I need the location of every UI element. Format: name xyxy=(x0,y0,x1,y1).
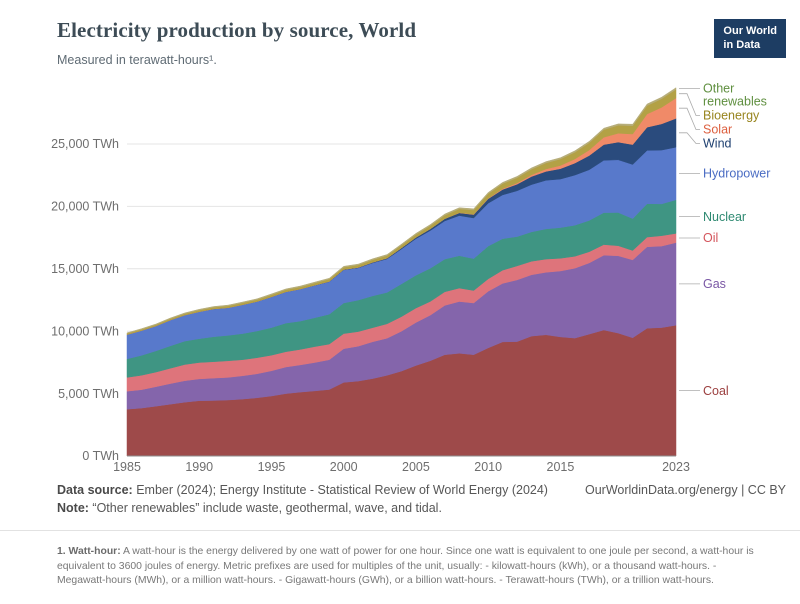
page-title: Electricity production by source, World xyxy=(57,18,417,42)
x-tick-label: 2023 xyxy=(662,460,690,472)
y-tick-label: 15,000 TWh xyxy=(51,262,119,276)
y-tick-label: 20,000 TWh xyxy=(51,200,119,214)
chart-subtitle: Measured in terawatt-hours¹. xyxy=(57,53,217,67)
x-tick-label: 1985 xyxy=(113,460,141,472)
y-tick-label: 25,000 TWh xyxy=(51,137,119,151)
x-tick-label: 1995 xyxy=(258,460,286,472)
note-label: Note: xyxy=(57,501,89,515)
note-text: “Other renewables” include waste, geothe… xyxy=(88,501,442,515)
attribution-link[interactable]: OurWorldinData.org/energy | CC BY xyxy=(584,483,786,497)
legend-label-bioenergy[interactable]: Bioenergy xyxy=(703,109,760,123)
legend-label-hydropower[interactable]: Hydropower xyxy=(703,167,770,181)
x-tick-label: 1990 xyxy=(185,460,213,472)
y-tick-label: 0 TWh xyxy=(82,449,119,463)
y-tick-label: 5,000 TWh xyxy=(58,387,119,401)
data-source-text: Ember (2024); Energy Institute - Statist… xyxy=(132,483,548,497)
legend-label-gas[interactable]: Gas xyxy=(703,277,726,291)
divider xyxy=(0,530,800,531)
note-line: Note: “Other renewables” include waste, … xyxy=(57,501,442,515)
data-source-line: Data source: Ember (2024); Energy Instit… xyxy=(57,483,548,497)
data-source-label: Data source: xyxy=(57,483,133,497)
legend-label-wind[interactable]: Wind xyxy=(703,137,732,151)
owid-logo[interactable]: Our World in Data xyxy=(714,19,786,58)
x-tick-label: 2015 xyxy=(547,460,575,472)
legend-label-oil[interactable]: Oil xyxy=(703,231,718,245)
legend-connector-solar xyxy=(679,107,700,130)
owid-logo-line2: in Data xyxy=(723,39,761,52)
y-tick-label: 10,000 TWh xyxy=(51,324,119,338)
footnote-label: 1. Watt-hour: xyxy=(57,546,121,557)
x-tick-label: 2005 xyxy=(402,460,430,472)
legend-connector-bioenergy xyxy=(679,93,700,116)
owid-logo-line1: Our World xyxy=(723,25,777,37)
area-other-renewables[interactable] xyxy=(126,87,677,334)
legend-connector-wind xyxy=(679,132,700,144)
legend-label-coal[interactable]: Coal xyxy=(703,384,729,398)
legend-label-solar[interactable]: Solar xyxy=(703,123,732,137)
legend-label-nuclear[interactable]: Nuclear xyxy=(703,210,746,224)
footnote: 1. Watt-hour: A watt-hour is the energy … xyxy=(57,545,763,589)
x-tick-label: 2000 xyxy=(330,460,358,472)
x-tick-label: 2010 xyxy=(474,460,502,472)
stacked-area-chart: 0 TWh 5,000 TWh 10,000 TWh 15,000 TWh 20,000… xyxy=(51,82,770,472)
footnote-text: A watt-hour is the energy delivered by o… xyxy=(57,546,754,587)
legend-label-other-renewables[interactable]: Other renewables xyxy=(703,82,767,109)
